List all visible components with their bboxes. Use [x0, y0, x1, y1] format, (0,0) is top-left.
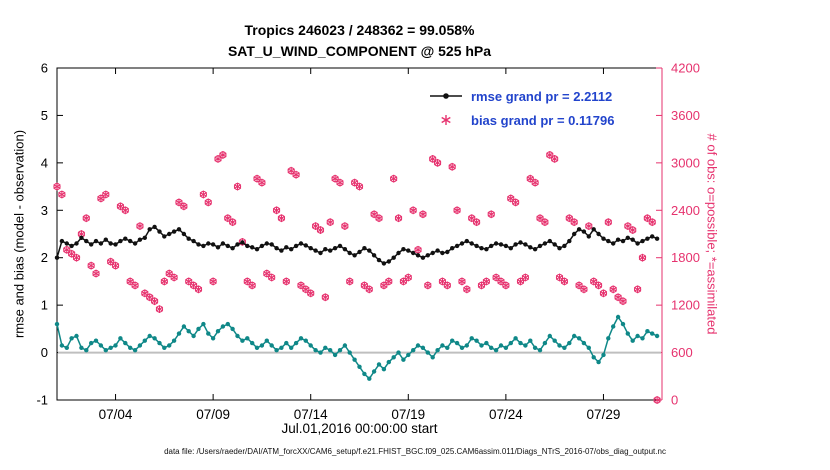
- svg-text:2400: 2400: [671, 203, 700, 218]
- rmse-series: [54, 224, 660, 266]
- svg-text:1200: 1200: [671, 298, 700, 313]
- svg-text:1: 1: [41, 298, 48, 313]
- legend-label-rmse: rmse grand pr = 2.2112: [471, 88, 613, 104]
- svg-text:3600: 3600: [671, 108, 700, 123]
- title-block: Tropics 246023 / 248362 = 99.058% SAT_U_…: [57, 20, 662, 62]
- svg-text:4: 4: [41, 155, 48, 170]
- obs-count-series: [53, 151, 661, 404]
- data-file-caption: data file: /Users/raeder/DAI/ATM_forcXX/…: [164, 447, 666, 456]
- svg-text:4200: 4200: [671, 61, 700, 76]
- bias-star-icon: [441, 115, 451, 125]
- legend-row-rmse: rmse grand pr = 2.2112: [428, 84, 614, 108]
- svg-text:5: 5: [41, 108, 48, 123]
- legend-row-bias: bias grand pr = 0.11796: [428, 108, 614, 132]
- rmse-line-dot-icon: [430, 93, 462, 99]
- x-axis-label: Jul.01,2016 00:00:00 start: [281, 421, 438, 436]
- svg-text:07/29: 07/29: [587, 407, 621, 422]
- svg-text:07/04: 07/04: [99, 407, 133, 422]
- chart-subtitle: SAT_U_WIND_COMPONENT @ 525 hPa: [227, 43, 492, 59]
- legend: rmse grand pr = 2.2112 bias grand pr = 0…: [428, 84, 614, 132]
- svg-text:0: 0: [671, 393, 678, 408]
- svg-text:600: 600: [671, 345, 693, 360]
- bias-series: [54, 314, 660, 381]
- svg-text:07/14: 07/14: [294, 407, 328, 422]
- chart-title: Tropics 246023 / 248362 = 99.058%: [244, 22, 475, 38]
- svg-text:1800: 1800: [671, 250, 700, 265]
- svg-text:0: 0: [41, 345, 48, 360]
- svg-text:07/09: 07/09: [196, 407, 230, 422]
- left-axis-ticks: 6 5 4 3 2 1 0 -1: [36, 61, 63, 408]
- x-axis-ticks: 07/04 07/09 07/14 07/19 07/24 07/29: [99, 68, 621, 422]
- svg-text:-1: -1: [36, 393, 48, 408]
- right-axis-ticks: 4200 3600 3000 2400 1800 1200 600 0: [656, 61, 700, 408]
- svg-text:07/24: 07/24: [489, 407, 523, 422]
- svg-text:3: 3: [41, 203, 48, 218]
- svg-text:07/19: 07/19: [391, 407, 425, 422]
- svg-text:6: 6: [41, 61, 48, 76]
- svg-text:3000: 3000: [671, 155, 700, 170]
- legend-label-bias: bias grand pr = 0.11796: [471, 112, 615, 128]
- axis-frame: [56, 67, 662, 401]
- svg-text:2: 2: [41, 250, 48, 265]
